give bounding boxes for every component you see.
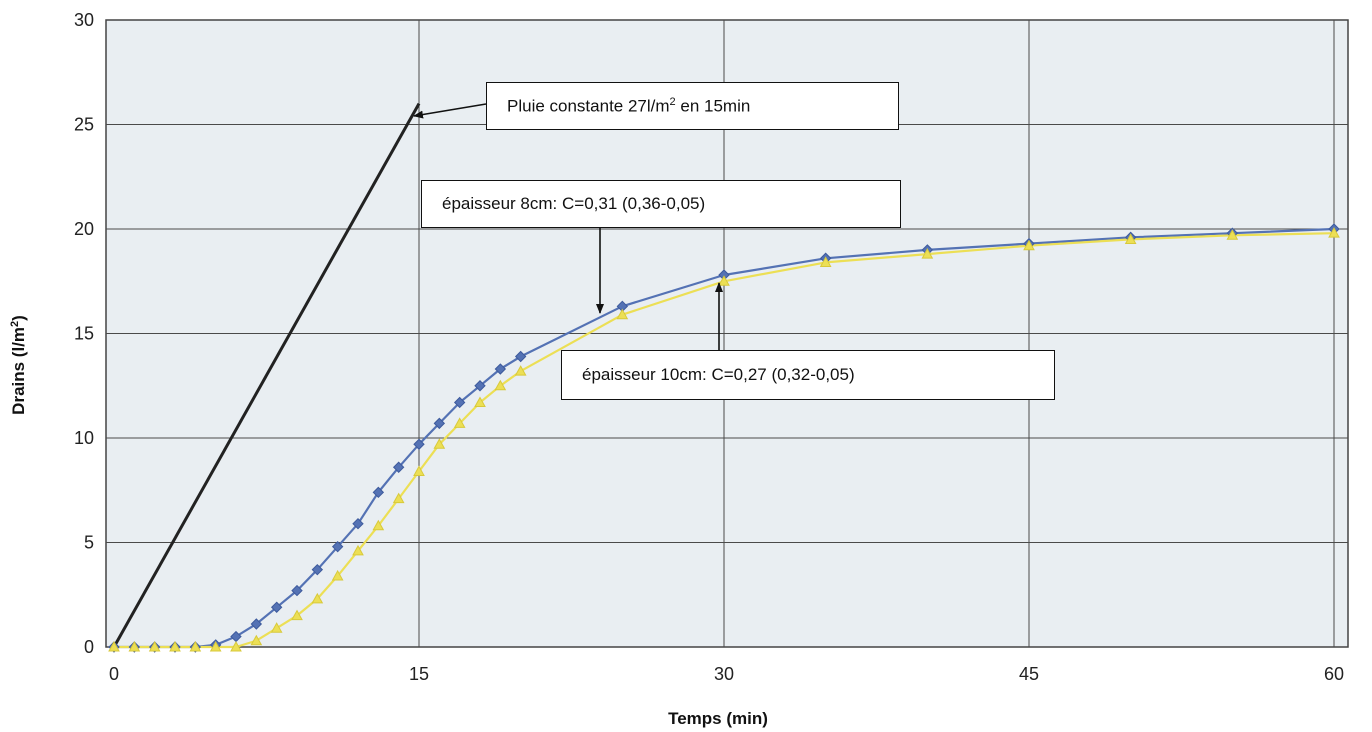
y-tick-label: 5: [84, 533, 94, 553]
series-2-point: [1226, 229, 1239, 240]
series-2-point: [616, 308, 629, 320]
series-1-point: [453, 396, 466, 409]
annotation-rain-text: Pluie constante 27l/m2 en 15min: [507, 95, 751, 116]
series-2-point: [352, 544, 364, 556]
series-2-point: [108, 640, 120, 652]
series-2-point: [128, 640, 141, 652]
annotation-rain: Pluie constante 27l/m2 en 15min: [486, 82, 899, 130]
series-1-point: [372, 486, 385, 499]
series-1-point: [352, 517, 364, 530]
series-2-point: [819, 256, 832, 267]
y-tick-label: 0: [84, 637, 94, 657]
series-1-point: [474, 380, 486, 392]
series-2-point: [148, 640, 161, 652]
y-tick-label: 10: [74, 428, 94, 448]
series-2-point: [1124, 233, 1137, 244]
series-2-point: [474, 396, 486, 407]
series-1-point: [514, 350, 527, 363]
annotation-arrows: [413, 103, 723, 350]
series-1-point: [250, 618, 263, 630]
series-2-point: [433, 438, 446, 449]
series-1-point: [413, 438, 425, 450]
x-tick-label: 60: [1324, 664, 1344, 684]
series-2-point: [921, 248, 934, 259]
annotation-8cm: épaisseur 8cm: C=0,31 (0,36-0,05): [421, 180, 901, 228]
y-tick-label: 15: [74, 324, 94, 344]
series-2-point: [372, 519, 385, 531]
series-2-point: [250, 634, 263, 646]
series-1-point: [291, 584, 303, 597]
arrow-rain: [413, 103, 487, 119]
series-1-point: [392, 461, 405, 473]
series-2-point: [209, 640, 222, 652]
y-tick-label: 30: [74, 10, 94, 30]
series-2-point: [311, 592, 324, 604]
series-2-point: [1023, 239, 1035, 251]
annotation-10cm-text: épaisseur 10cm: C=0,27 (0,32-0,05): [582, 365, 855, 384]
series-1-point: [331, 540, 344, 553]
series-2-point: [1328, 227, 1340, 238]
series-2-point: [189, 640, 202, 652]
annotation-8cm-text: épaisseur 8cm: C=0,31 (0,36-0,05): [442, 194, 706, 213]
series-2-point: [453, 417, 466, 428]
x-tick-label: 0: [109, 664, 119, 684]
x-tick-label: 15: [409, 664, 429, 684]
series-2-point: [230, 640, 242, 652]
x-axis-title: Temps (min): [668, 709, 768, 728]
tick-labels: 0 5 10 15 20 25 30 0 15 30 45 60: [74, 10, 1344, 684]
y-tick-label: 20: [74, 219, 94, 239]
series-2-point: [270, 622, 283, 633]
x-tick-label: 45: [1019, 664, 1039, 684]
series-2-point: [413, 465, 425, 476]
series-2-point: [169, 640, 181, 652]
series-1-point: [433, 417, 446, 430]
series-2-point: [494, 379, 507, 391]
series-line-0: [112, 102, 421, 648]
series-1-point: [270, 601, 283, 613]
series-1-point: [494, 363, 507, 375]
series-2-point: [392, 492, 405, 504]
y-tick-label: 25: [74, 115, 94, 135]
x-tick-label: 30: [714, 664, 734, 684]
grid: [106, 20, 1348, 647]
annotation-10cm: épaisseur 10cm: C=0,27 (0,32-0,05): [561, 350, 1055, 400]
series-2-point: [331, 569, 344, 581]
y-axis-title: Drains (l/m2): [9, 315, 28, 415]
series-2-point: [514, 365, 527, 376]
marker-layer: [108, 223, 1340, 653]
series-1-point: [311, 563, 324, 576]
series-2-point: [291, 609, 303, 621]
